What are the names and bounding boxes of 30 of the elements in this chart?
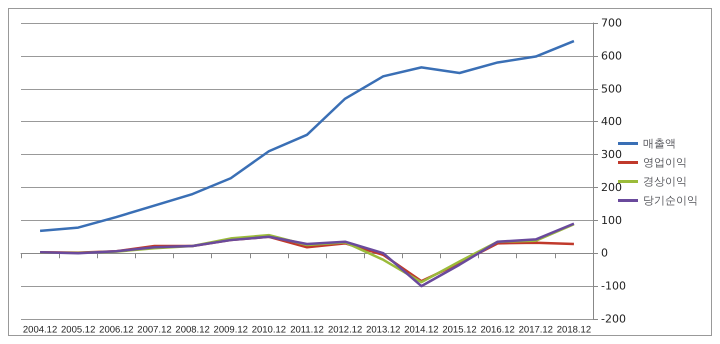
- x-tick-label: 2009.12: [214, 324, 248, 336]
- y-tick-label: 200: [601, 180, 622, 194]
- x-tick-label: 2018.12: [556, 324, 592, 336]
- x-tick-label: 2010.12: [252, 324, 286, 336]
- y-tick-label: -100: [601, 280, 626, 293]
- y-tick-label: -200: [601, 312, 626, 326]
- x-tick-label: 2014.12: [404, 324, 439, 336]
- x-tick-label: 2015.12: [442, 324, 477, 336]
- y-tick-label: 600: [601, 49, 622, 62]
- x-tick-label: 2006.12: [99, 324, 134, 336]
- y-tick-label: 0: [601, 246, 608, 260]
- y-tick-label: 100: [601, 214, 622, 227]
- x-tick-label: 2012.12: [328, 324, 362, 336]
- x-tick-label: 2007.12: [137, 324, 172, 336]
- y-tick-label: 500: [601, 82, 622, 96]
- x-tick-label: 2013.12: [366, 324, 400, 336]
- x-tick-label: 2017.12: [518, 324, 553, 336]
- x-tick-label: 2005.12: [61, 324, 96, 336]
- y-tick-label: 300: [601, 148, 622, 162]
- y-tick-label: 700: [601, 16, 622, 30]
- x-tick-label: 2016.12: [480, 324, 515, 336]
- x-tick-label: 2008.12: [175, 324, 210, 336]
- legend-label: 경상이익: [643, 175, 687, 188]
- y-tick-label: 400: [601, 115, 622, 128]
- x-tick-label: 2011.12: [290, 324, 324, 336]
- legend-label: 영업이익: [643, 156, 687, 169]
- legend-label: 당기순이익: [643, 194, 698, 207]
- line-series: [38, 40, 576, 232]
- x-tick-label: 2004.12: [22, 324, 58, 336]
- legend-label: 매출액: [643, 137, 676, 150]
